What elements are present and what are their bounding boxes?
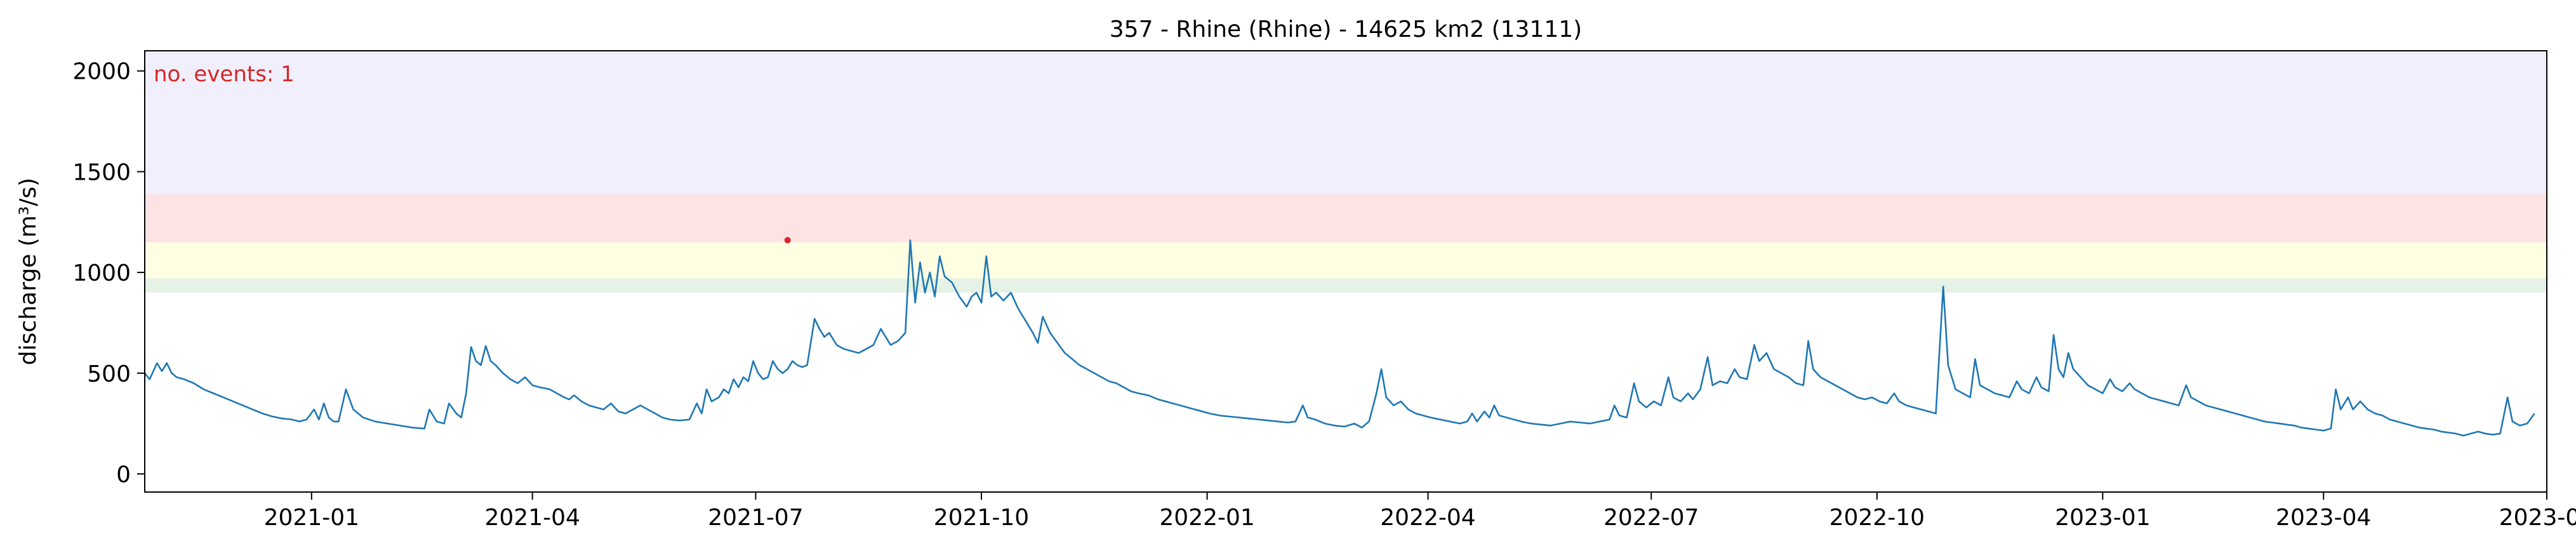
chart-title: 357 - Rhine (Rhine) - 14625 km2 (13111)	[1110, 17, 1582, 43]
threshold-bands	[145, 51, 2547, 293]
x-tick-label: 2023-04	[2276, 505, 2371, 531]
discharge-series-line	[143, 239, 2535, 437]
x-tick-label: 2021-10	[934, 505, 1029, 531]
y-tick-label: 1000	[72, 260, 131, 286]
x-tick-label: 2022-07	[1603, 505, 1699, 531]
x-tick-label: 2021-01	[264, 505, 359, 531]
threshold-band-3	[145, 51, 2547, 194]
y-tick-label: 1500	[72, 159, 131, 185]
y-axis: 0 500 1000 1500 2000	[72, 59, 145, 488]
x-tick-label: 2021-07	[708, 505, 803, 531]
x-axis: 2021-01 2021-04 2021-07 2021-10 2022-01 2022-…	[264, 492, 2576, 531]
events-count-label: no. events: 1	[154, 62, 295, 87]
x-tick-label: 2021-04	[484, 505, 580, 531]
y-tick-label: 2000	[72, 59, 131, 85]
x-tick-label: 2022-01	[1159, 505, 1254, 531]
plot-frame	[144, 50, 2547, 493]
y-axis-label: discharge (m³/s)	[15, 178, 41, 365]
event-point-0	[784, 237, 791, 244]
threshold-band-0	[145, 278, 2547, 293]
y-tick-label: 500	[87, 361, 131, 387]
x-tick-label: 2023-07	[2499, 505, 2576, 531]
x-tick-label: 2022-04	[1380, 505, 1475, 531]
threshold-band-1	[145, 242, 2547, 279]
x-tick-label: 2023-01	[2055, 505, 2150, 531]
x-tick-label: 2022-10	[1829, 505, 1925, 531]
y-tick-label: 0	[116, 462, 131, 488]
threshold-band-2	[145, 194, 2547, 243]
series-layer	[143, 239, 2535, 437]
events-layer	[784, 237, 791, 244]
